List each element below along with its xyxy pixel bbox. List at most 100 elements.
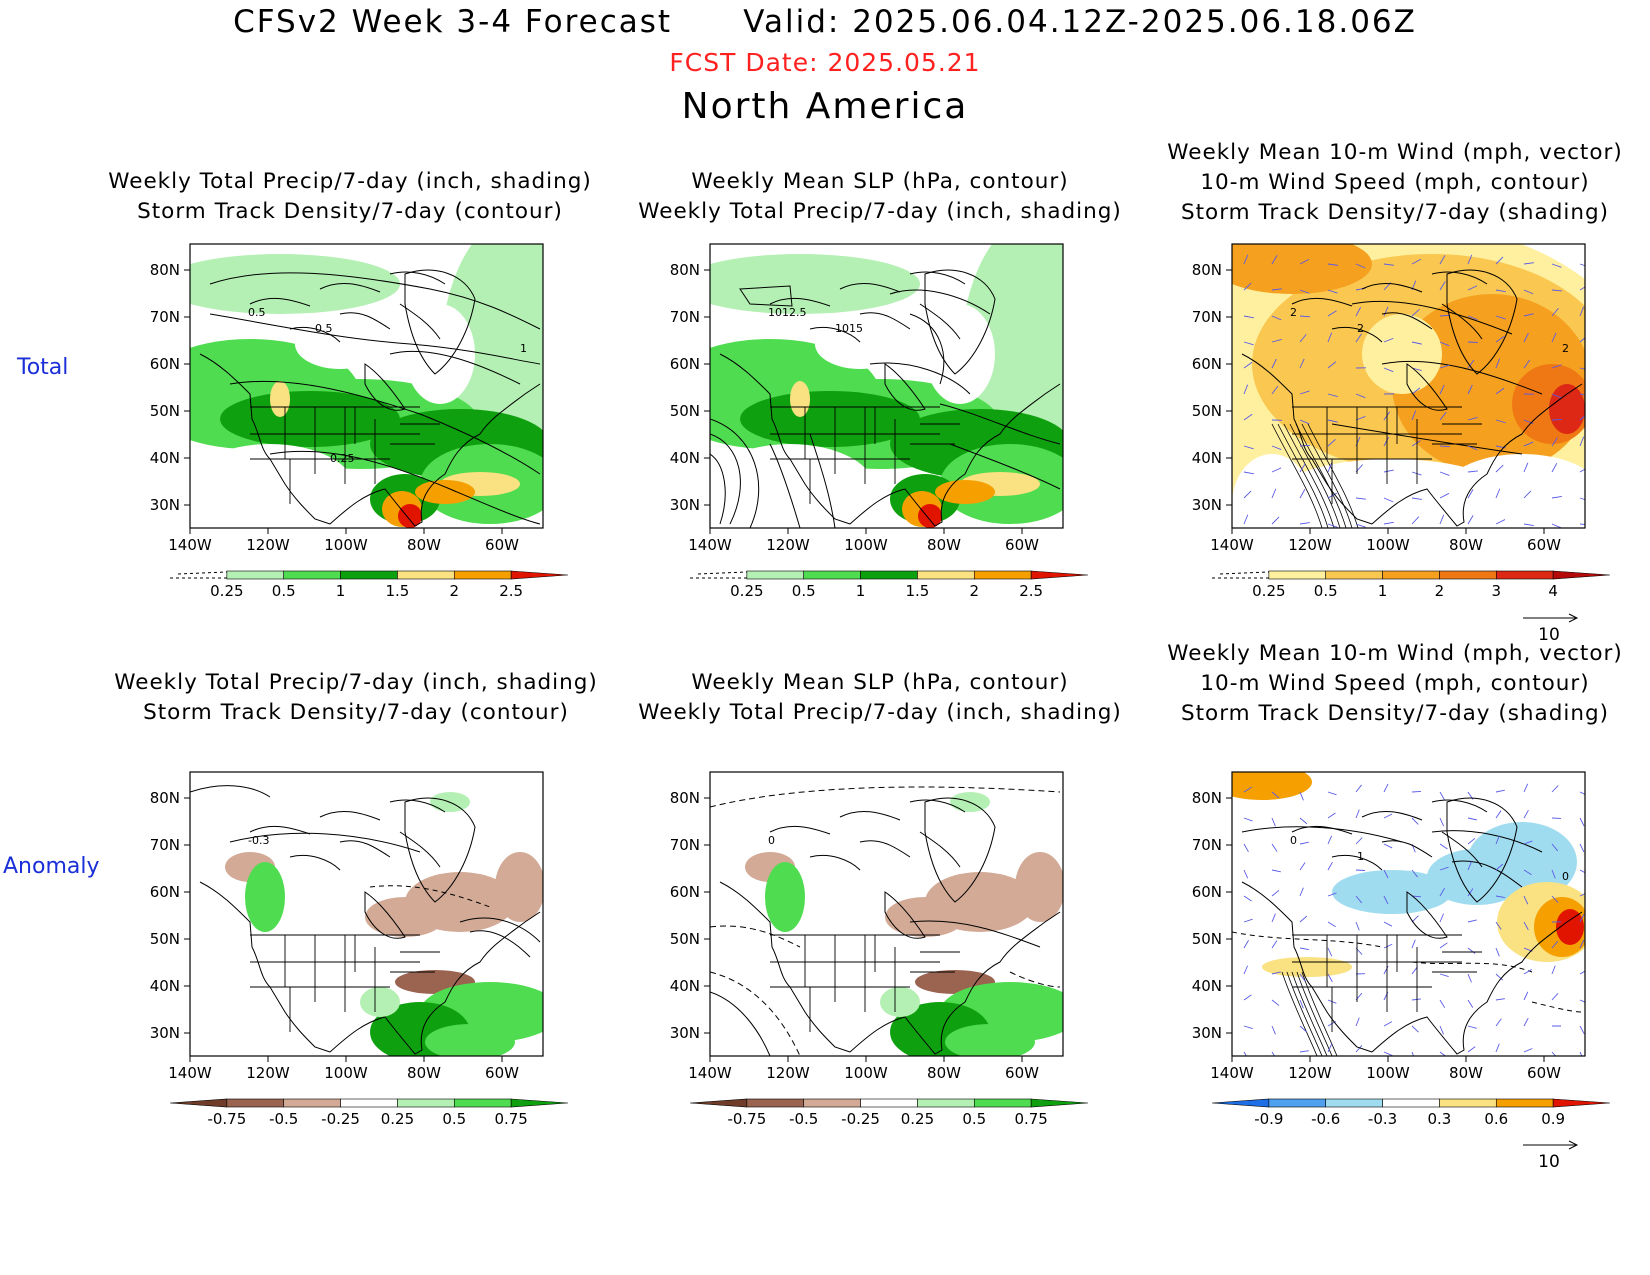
lon-tick-label: 60W: [1005, 1064, 1039, 1082]
lat-tick-label: 70N: [1192, 308, 1222, 326]
panel-title-total-slp: Weekly Mean SLP (hPa, contour) Weekly To…: [638, 169, 1122, 224]
lat-tick-label: 80N: [670, 261, 700, 279]
map-panel-anom_wind: 0 1 0 80N 70N 60N 50N 40N 30N 140W 120W 100W 80W 60W: [1192, 771, 1586, 1082]
colorbar-tick-label: 2: [450, 582, 460, 600]
lon-tick-label: 120W: [1288, 536, 1332, 554]
colorbar-tick-label: 1: [856, 582, 866, 600]
lat-tick-label: 50N: [1192, 930, 1222, 948]
lon-tick-label: 80W: [407, 1064, 441, 1082]
lat-tick-label: 50N: [150, 402, 180, 420]
colorbar-tick-label: 0.25: [381, 1110, 414, 1128]
colorbar-precip-total: 0.25 0.5 1 1.5 2 2.5: [170, 570, 569, 600]
vector-reference-total: 10: [1523, 613, 1579, 645]
colorbar-tick-label: -0.5: [269, 1110, 298, 1128]
colorbar-tick-label: 0.3: [1427, 1110, 1451, 1128]
colorbar-tick-label: 2.5: [1019, 582, 1043, 600]
panel-title-anom-slp: Weekly Mean SLP (hPa, contour) Weekly To…: [638, 670, 1122, 725]
colorbar-tick-label: 0.75: [494, 1110, 527, 1128]
colorbar-tick-label: 0.5: [792, 582, 816, 600]
colorbar-tick-label: 3: [1492, 582, 1502, 600]
panel-title-anom-wind: Weekly Mean 10-m Wind (mph, vector) 10-m…: [1167, 641, 1623, 726]
colorbar-precip-total-slp: 0.25 0.5 1 1.5 2 2.5: [690, 570, 1089, 600]
lon-tick-label: 140W: [168, 536, 212, 554]
map-frame: [189, 243, 544, 529]
colorbar-tick-label: 0.25: [730, 582, 763, 600]
colorbar-tick-label: 2: [1435, 582, 1445, 600]
lat-tick-label: 30N: [1192, 1024, 1222, 1042]
map-frame: [1231, 771, 1586, 1057]
lat-tick-label: 60N: [670, 355, 700, 373]
colorbar-tick-label: 0.5: [272, 582, 296, 600]
lat-tick-label: 30N: [670, 496, 700, 514]
contour-label: 1: [520, 342, 527, 355]
lon-tick-label: 100W: [844, 1064, 888, 1082]
lon-tick-label: 60W: [1527, 536, 1561, 554]
lat-tick-label: 70N: [150, 836, 180, 854]
lat-tick-label: 80N: [150, 789, 180, 807]
lat-tick-label: 30N: [150, 496, 180, 514]
map-frame: [709, 243, 1064, 529]
lat-tick-label: 40N: [150, 977, 180, 995]
lat-tick-label: 40N: [670, 449, 700, 467]
colorbar-tick-label: 0.75: [1014, 1110, 1047, 1128]
colorbar-tick-label: 1: [336, 582, 346, 600]
lon-tick-label: 80W: [927, 536, 961, 554]
contour-label: 1015: [835, 322, 863, 335]
lat-tick-label: 80N: [1192, 261, 1222, 279]
colorbar-tick-label: 1.5: [385, 582, 409, 600]
lon-tick-label: 60W: [485, 536, 519, 554]
row-label-anomaly: Anomaly: [3, 854, 100, 879]
lon-tick-label: 100W: [324, 1064, 368, 1082]
contour-label: -0.3: [248, 834, 269, 847]
colorbar-tick-label: -0.75: [207, 1110, 246, 1128]
colorbar-tick-label: 0.25: [901, 1110, 934, 1128]
lon-tick-label: 100W: [844, 536, 888, 554]
lon-tick-label: 140W: [688, 536, 732, 554]
lat-tick-label: 50N: [1192, 402, 1222, 420]
colorbar-tick-label: 0.5: [1314, 582, 1338, 600]
colorbar-tick-label: 0.9: [1541, 1110, 1565, 1128]
contour-label: 0: [1290, 834, 1297, 847]
contour-label: 0.5: [248, 306, 266, 319]
lat-tick-label: 30N: [670, 1024, 700, 1042]
figure-title: CFSv2 Week 3-4 Forecast Valid: 2025.06.0…: [233, 4, 1417, 40]
lat-tick-label: 60N: [1192, 355, 1222, 373]
map-panel-total_precip: 0.5 0.5 1 0.25 80N 70N 60N 50N 40N 30N 140W 120W 100…: [150, 243, 544, 554]
row-label-total: Total: [17, 355, 69, 380]
lat-tick-label: 70N: [670, 308, 700, 326]
lat-tick-label: 70N: [1192, 836, 1222, 854]
colorbar-tick-label: 1: [1378, 582, 1388, 600]
lat-tick-label: 70N: [150, 308, 180, 326]
lon-tick-label: 120W: [766, 536, 810, 554]
contour-label: 0.25: [330, 452, 355, 465]
lon-tick-label: 120W: [766, 1064, 810, 1082]
colorbar-tick-label: -0.9: [1254, 1110, 1283, 1128]
lat-tick-label: 50N: [670, 930, 700, 948]
map-frame: [1231, 243, 1586, 529]
colorbar-precip-anom: -0.75 -0.5 -0.25 0.25 0.5 0.75: [169, 1098, 569, 1128]
vector-ref-value: 10: [1538, 1152, 1560, 1172]
lat-tick-label: 30N: [150, 1024, 180, 1042]
lon-tick-label: 100W: [1366, 536, 1410, 554]
colorbar-tick-label: 0.5: [442, 1110, 466, 1128]
colorbar-tick-label: 4: [1548, 582, 1558, 600]
lat-tick-label: 80N: [1192, 789, 1222, 807]
lat-tick-label: 40N: [670, 977, 700, 995]
lon-tick-label: 60W: [1527, 1064, 1561, 1082]
colorbar-storm-total: 0.25 0.5 1 2 3 4: [1212, 570, 1611, 600]
lon-tick-label: 80W: [1449, 1064, 1483, 1082]
colorbar-tick-label: -0.25: [321, 1110, 360, 1128]
lat-tick-label: 40N: [1192, 977, 1222, 995]
contour-label: 0: [1562, 870, 1569, 883]
lon-tick-label: 80W: [1449, 536, 1483, 554]
colorbar-storm-anom: -0.9 -0.6 -0.3 0.3 0.6 0.9: [1211, 1098, 1611, 1128]
lat-tick-label: 40N: [1192, 449, 1222, 467]
colorbar-tick-label: 1.5: [905, 582, 929, 600]
lon-tick-label: 120W: [246, 536, 290, 554]
contour-label: 0.5: [315, 322, 333, 335]
map-panel-anom_slp: 0 80N 70N 60N 50N 40N 30N 140W 120W 100W 80W 60W: [670, 771, 1064, 1082]
lat-tick-label: 80N: [670, 789, 700, 807]
lat-tick-label: 40N: [150, 449, 180, 467]
map-frame: [189, 771, 544, 1057]
